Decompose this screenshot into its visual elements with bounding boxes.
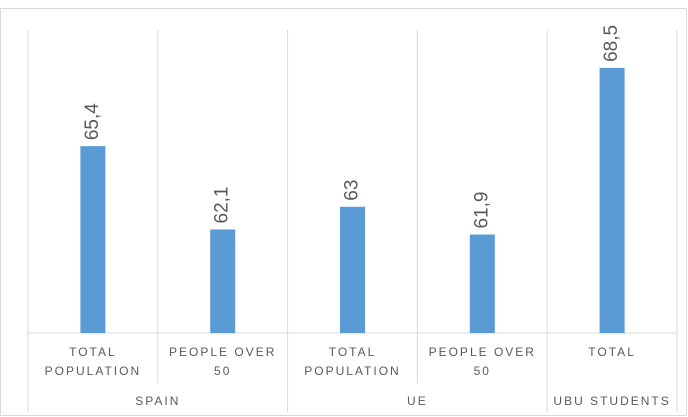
- chart-border: [0, 8, 687, 416]
- bar: [469, 234, 495, 333]
- bar: [80, 146, 106, 333]
- x-tick-label: PEOPLE OVER 50: [428, 345, 536, 378]
- x-tick-label: TOTAL POPULATION: [304, 345, 401, 378]
- data-label: 62,1: [212, 186, 233, 223]
- x-tick-label: TOTAL: [588, 345, 636, 359]
- bar: [340, 206, 365, 333]
- group-label: UE: [407, 394, 428, 408]
- data-label: 61,9: [471, 192, 492, 229]
- group-label: UBU STUDENTS: [553, 394, 671, 408]
- bar: [210, 229, 236, 333]
- bar: [599, 67, 625, 333]
- data-label: 63: [342, 180, 363, 201]
- x-tick-label: PEOPLE OVER 50: [169, 345, 277, 378]
- data-label: 68,5: [601, 25, 622, 62]
- group-label: SPAIN: [135, 394, 181, 408]
- x-tick-label: TOTAL POPULATION: [44, 345, 142, 378]
- data-label: 65,4: [82, 103, 103, 140]
